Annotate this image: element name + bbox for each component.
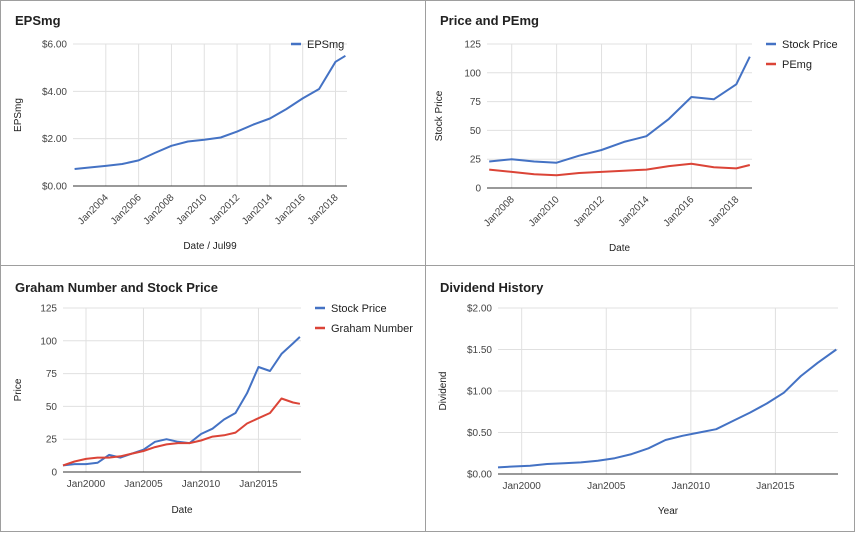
eps-chart: EPSmg$0.00$2.00$4.00$6.00Jan2004Jan2006J… — [13, 13, 347, 252]
eps-x-tick-label: Jan2010 — [174, 192, 209, 227]
dividend-x-tick-label: Jan2000 — [502, 481, 541, 492]
eps-x-tick-label: Jan2016 — [273, 192, 308, 227]
price-pe-x-tick-label: Jan2010 — [527, 194, 562, 229]
graham-y-axis-title: Price — [13, 378, 24, 401]
graham-chart: Graham Number and Stock Price 0 25 50 75 100 1… — [13, 280, 413, 516]
price-pe-series-line-pemg — [489, 162, 751, 177]
graham-x-tick-label: Jan2005 — [124, 479, 163, 490]
dividend-y-axis-title: Dividend — [438, 372, 449, 411]
eps-y-tick-label: $6.00 — [42, 40, 67, 51]
dividend-x-tick-label: Jan2010 — [672, 481, 711, 492]
eps-chart-panel: EPSmg $0.00 $2.00 $4.00 $6.00 Jan2004 Jan2006 J… — [0, 0, 426, 266]
eps-y-axis-title: EPSmg — [13, 98, 24, 132]
price-pe-y-tick-label: 100 — [464, 68, 481, 79]
price-pe-y-tick-label: 25 — [470, 155, 482, 166]
eps-legend-label: EPSmg — [307, 39, 344, 51]
price-pe-y-axis-title: Stock Price — [434, 90, 445, 141]
eps-y-tick-label: $0.00 — [42, 182, 67, 193]
price-pe-y-tick-label: 125 — [464, 40, 481, 51]
price-pe-x-tick-label: Jan2012 — [572, 194, 607, 229]
graham-x-tick-label: Jan2015 — [239, 479, 278, 490]
price-pe-x-tick-label: Jan2014 — [617, 194, 652, 229]
price-pe-y-tick-label: 75 — [470, 97, 482, 108]
dividend-x-tick-label: Jan2015 — [756, 481, 795, 492]
dividend-y-tick-label: $1.00 — [467, 387, 492, 398]
dividend-y-tick-label: $0.00 — [467, 470, 492, 481]
eps-x-tick-label: Jan2012 — [207, 192, 242, 227]
price-pe-x-axis-title: Date — [609, 243, 631, 254]
dividend-series-line-dividend — [497, 348, 837, 469]
price-pe-chart-title: Price and PEmg — [440, 13, 539, 28]
price-pe-legend-label: Stock Price — [782, 39, 838, 51]
price-pe-chart: Price and PEmg 0 25 50 75 100 125 Jan2008 Jan201… — [434, 13, 838, 254]
graham-y-tick-label: 50 — [46, 402, 58, 413]
price-pe-y-tick-label: 50 — [470, 126, 482, 137]
eps-y-tick-label: $4.00 — [42, 87, 67, 98]
graham-chart-title: Graham Number and Stock Price — [15, 280, 218, 295]
price-pe-y-tick-label: 0 — [475, 184, 481, 195]
dividend-y-tick-label: $0.50 — [467, 428, 492, 439]
dividend-y-tick-label: $2.00 — [467, 304, 492, 315]
price-pe-x-tick-label: Jan2016 — [662, 194, 697, 229]
dividend-chart-title: Dividend History — [440, 280, 544, 295]
eps-y-tick-label: $2.00 — [42, 134, 67, 145]
eps-x-tick-label: Jan2006 — [109, 192, 144, 227]
graham-y-tick-label: 0 — [51, 468, 57, 479]
eps-x-tick-label: Jan2018 — [306, 192, 341, 227]
price-pe-chart-panel: Price and PEmg 0 25 50 75 100 125 Jan2008 Jan201… — [425, 0, 855, 266]
graham-x-tick-label: Jan2000 — [67, 479, 106, 490]
dividend-chart-panel: Dividend History $0.00 $0.50 $1.00 $1.50 $2.0… — [425, 265, 855, 532]
price-pe-x-tick-label: Jan2008 — [482, 194, 517, 229]
dividend-x-axis-title: Year — [658, 506, 679, 517]
dividend-x-tick-label: Jan2005 — [587, 481, 626, 492]
graham-chart-panel: Graham Number and Stock Price 0 25 50 75 100 1… — [0, 265, 426, 532]
dividend-y-tick-label: $1.50 — [467, 345, 492, 356]
graham-y-tick-label: 25 — [46, 435, 58, 446]
graham-x-tick-label: Jan2010 — [182, 479, 221, 490]
graham-y-tick-label: 125 — [40, 304, 57, 315]
graham-x-axis-title: Date — [171, 505, 193, 516]
graham-legend-label: Graham Number — [331, 323, 413, 335]
eps-x-tick-label: Jan2014 — [240, 192, 275, 227]
graham-series-line-stock-price — [62, 336, 301, 467]
graham-y-tick-label: 75 — [46, 369, 58, 380]
eps-chart-title: EPSmg — [15, 13, 61, 28]
price-pe-series-line-stock-price — [489, 56, 751, 164]
dividend-chart: Dividend History $0.00 $0.50 $1.00 $1.50 $2.0… — [438, 280, 838, 517]
eps-series-line-epsmg — [74, 54, 346, 170]
graham-y-tick-label: 100 — [40, 336, 57, 347]
eps-x-tick-label: Jan2008 — [142, 192, 177, 227]
graham-legend-label: Stock Price — [331, 303, 387, 315]
eps-x-tick-label: Jan2004 — [76, 192, 111, 227]
eps-x-axis-title: Date / Jul99 — [183, 241, 237, 252]
graham-series-line-graham-number — [62, 397, 301, 467]
price-pe-legend-label: PEmg — [782, 59, 812, 71]
price-pe-x-tick-label: Jan2018 — [706, 194, 741, 229]
